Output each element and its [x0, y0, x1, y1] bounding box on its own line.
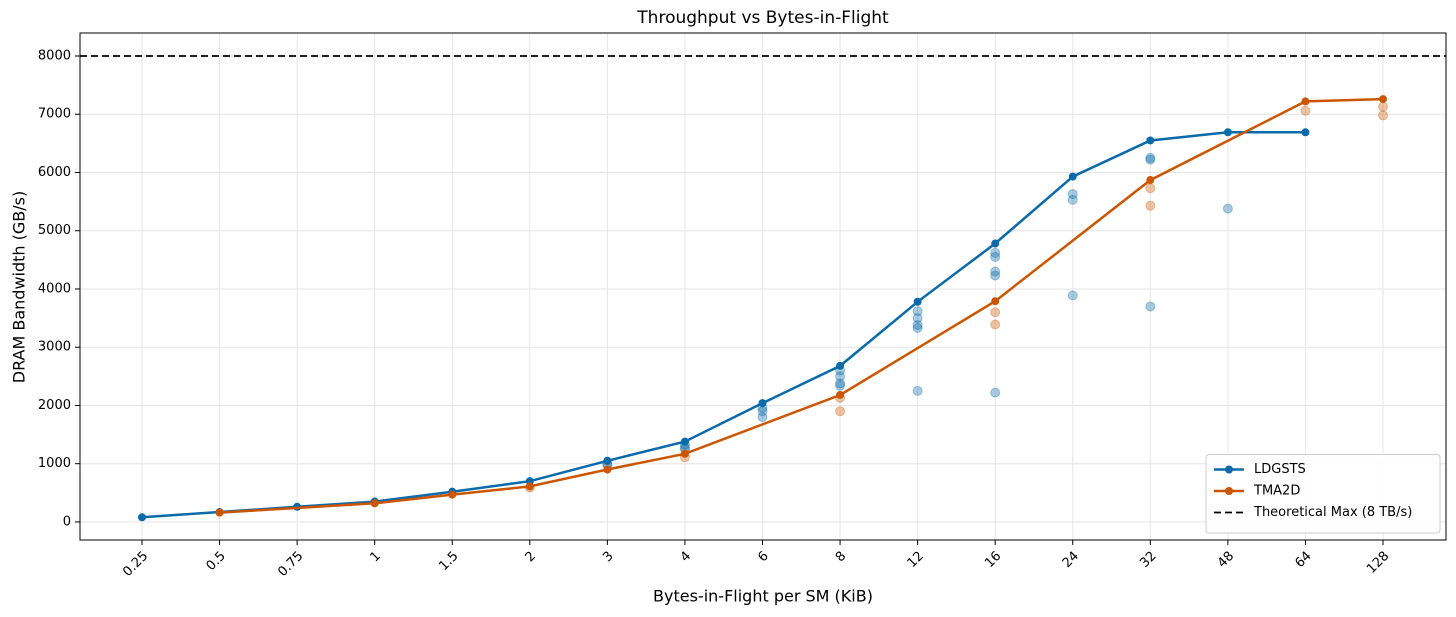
legend-label: LDGSTS — [1254, 462, 1306, 477]
sample-point — [990, 387, 1001, 398]
chart-title: Throughput vs Bytes-in-Flight — [636, 8, 889, 28]
point — [370, 499, 379, 508]
point — [758, 399, 767, 408]
sample-point — [1145, 154, 1156, 165]
x-axis-label: Bytes-in-Flight per SM (KiB) — [653, 587, 873, 606]
sample-point — [990, 266, 1001, 277]
y-tick-label: 6000 — [38, 165, 71, 180]
sample-point — [912, 313, 923, 324]
sample-point — [835, 406, 846, 417]
sample-point — [1067, 290, 1078, 301]
point — [603, 456, 612, 465]
point — [1146, 176, 1155, 185]
sample-point — [990, 319, 1001, 330]
point — [1146, 136, 1155, 145]
y-tick-label: 5000 — [38, 223, 71, 238]
sample-point — [835, 371, 846, 382]
y-tick-label: 1000 — [38, 456, 71, 471]
sample-point — [1378, 110, 1388, 121]
point — [1223, 128, 1232, 137]
y-tick-label: 4000 — [38, 281, 71, 296]
legend-marker — [1225, 465, 1233, 474]
sample-point — [1145, 200, 1156, 211]
point — [448, 490, 457, 499]
sample-point — [1378, 101, 1388, 112]
sample-point — [912, 320, 923, 331]
point — [680, 449, 689, 458]
y-tick-label: 2000 — [38, 398, 71, 413]
point — [680, 437, 689, 446]
point — [603, 465, 612, 474]
point — [836, 361, 845, 370]
sample-point — [990, 251, 1001, 262]
sample-point — [835, 378, 846, 389]
sample-point — [990, 307, 1001, 318]
sample-point — [1145, 183, 1156, 194]
legend-marker — [1225, 487, 1233, 495]
legend-box — [1205, 454, 1441, 534]
point — [215, 508, 224, 517]
sample-point — [1222, 203, 1233, 214]
point — [1379, 95, 1387, 104]
plot-frame — [79, 32, 1447, 541]
sample-point — [912, 306, 923, 317]
point — [991, 239, 1000, 248]
sample-point — [1067, 189, 1078, 200]
sample-point — [1300, 105, 1311, 116]
legend-label: TMA2D — [1253, 484, 1300, 499]
sample-point — [912, 385, 923, 396]
legend-label: Theoretical Max (8 TB/s) — [1253, 505, 1412, 520]
y-tick-label: 7000 — [38, 107, 71, 122]
sample-point — [835, 380, 846, 391]
point — [1301, 97, 1310, 106]
point — [525, 482, 534, 491]
series-line — [141, 131, 1306, 519]
point — [138, 513, 146, 522]
y-tick-label: 0 — [63, 514, 71, 529]
y-tick-label: 8000 — [38, 49, 71, 64]
sample-point — [912, 322, 923, 333]
sample-point — [1067, 194, 1078, 205]
sample-point — [757, 412, 768, 423]
sample-point — [1145, 301, 1156, 312]
sample-point — [1145, 152, 1156, 163]
point — [836, 390, 845, 399]
sample-point — [990, 270, 1001, 281]
point — [1301, 128, 1310, 137]
point — [1068, 172, 1077, 181]
point — [991, 297, 1000, 306]
y-tick-label: 3000 — [38, 340, 71, 355]
point — [913, 297, 922, 306]
y-axis-label: DRAM Bandwidth (GB/s) — [10, 191, 29, 383]
sample-point — [990, 247, 1001, 258]
